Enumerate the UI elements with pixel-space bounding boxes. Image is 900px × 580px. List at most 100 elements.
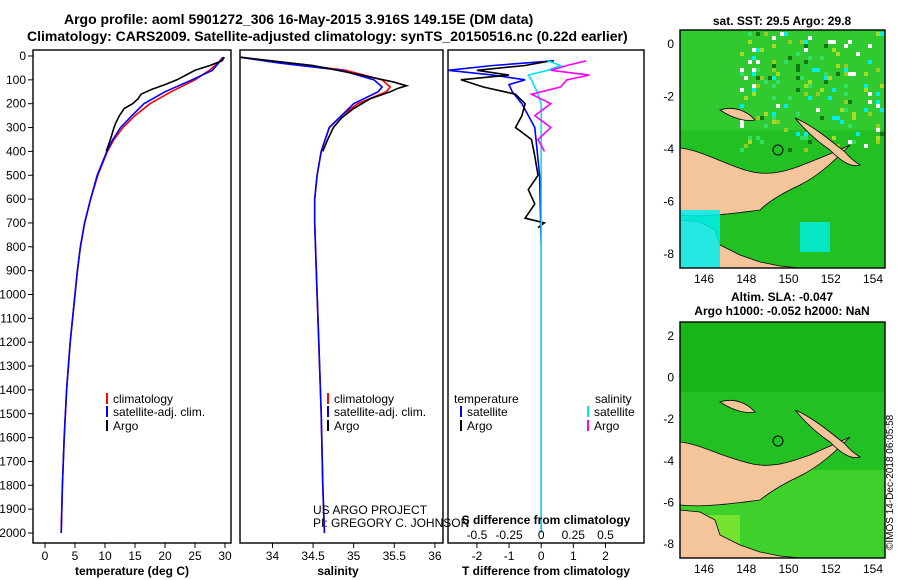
y-tick-label: 1800	[0, 478, 26, 492]
lat-tick-label: -4	[663, 142, 674, 156]
noise-pixel	[800, 76, 804, 80]
noise-pixel	[748, 40, 752, 44]
series-line-salinity-satellite	[526, 60, 563, 533]
noise-pixel	[740, 72, 744, 76]
noise-pixel	[760, 116, 764, 120]
noise-pixel	[756, 68, 760, 72]
noise-pixel	[876, 136, 880, 140]
noise-pixel	[864, 144, 868, 148]
lon-tick-label: 154	[863, 562, 883, 576]
noise-pixel	[880, 84, 884, 88]
noise-pixel	[772, 64, 776, 68]
series-line-climatology	[240, 56, 392, 534]
temperature-axes-frame	[32, 49, 232, 544]
noise-pixel	[864, 84, 868, 88]
noise-pixel	[868, 100, 872, 104]
x-tick-label: 10	[98, 549, 112, 563]
noise-pixel	[772, 112, 776, 116]
noise-pixel	[740, 68, 744, 72]
noise-pixel	[876, 92, 880, 96]
y-tick-label: 1600	[0, 431, 26, 445]
noise-pixel	[768, 76, 772, 80]
noise-pixel	[852, 72, 856, 76]
sla-map: Altim. SLA: -0.047 Argo h1000: -0.052 h2…	[663, 290, 886, 576]
y-tick-label: 1700	[0, 454, 26, 468]
sla-map-title-line1: Altim. SLA: -0.047	[731, 290, 833, 304]
noise-pixel	[748, 32, 752, 36]
legend-sal-argo-label: Argo	[594, 419, 620, 433]
noise-pixel	[808, 84, 812, 88]
project-credit-line2: PI: GREGORY C. JOHNSON	[313, 516, 469, 530]
noise-pixel	[788, 96, 792, 100]
noise-pixel	[756, 116, 760, 120]
noise-pixel	[756, 60, 760, 64]
lat-tick-label: -4	[663, 454, 674, 468]
lat-tick-label: -8	[663, 247, 674, 261]
noise-pixel	[740, 52, 744, 56]
southern-land	[680, 509, 801, 558]
noise-pixel	[776, 72, 780, 76]
noise-pixel	[804, 48, 808, 52]
noise-pixel	[764, 32, 768, 36]
sla-lat-ticks: 2 0 -2 -4 -6 -8	[663, 329, 674, 551]
x-tick-label: 20	[158, 549, 172, 563]
x-tick-label: -1	[504, 549, 515, 563]
temperature-series	[60, 56, 226, 534]
noise-pixel	[876, 140, 880, 144]
noise-pixel	[804, 84, 808, 88]
noise-pixel	[876, 32, 880, 36]
lat-tick-label: 0	[667, 371, 674, 385]
y-tick-label: 1400	[0, 383, 26, 397]
difference-legend: temperature satellite Argo salinity sate…	[454, 392, 635, 433]
noise-pixel	[804, 44, 808, 48]
top-tick-label: -0.5	[467, 528, 488, 542]
x-tick-label: 15	[128, 549, 142, 563]
sla-map-title-line2: Argo h1000: -0.052 h2000: NaN	[694, 304, 869, 318]
y-tick-label: 1500	[0, 407, 26, 421]
y-tick-label: 1200	[0, 335, 26, 349]
lon-tick-label: 146	[694, 272, 714, 286]
y-tick-label: 1000	[0, 288, 26, 302]
series-line-argo	[105, 56, 226, 152]
noise-pixel	[776, 80, 780, 84]
y-tick-label: 200	[6, 97, 26, 111]
lon-tick-label: 152	[821, 272, 841, 286]
lat-tick-label: -6	[663, 195, 674, 209]
y-tick-label: 500	[6, 168, 26, 182]
noise-pixel	[752, 48, 756, 52]
noise-pixel	[820, 56, 824, 60]
noise-pixel	[772, 96, 776, 100]
x-tick-label: 34.5	[301, 549, 325, 563]
noise-pixel	[780, 32, 784, 36]
noise-pixel	[752, 84, 756, 88]
noise-pixel	[752, 72, 756, 76]
noise-pixel	[868, 60, 872, 64]
sla-map-frame	[679, 321, 886, 559]
series-line-temperature-satellite	[448, 60, 555, 533]
noise-pixel	[796, 76, 800, 80]
y-tick-label: 2000	[0, 526, 26, 540]
lat-tick-label: -6	[663, 495, 674, 509]
noise-pixel	[852, 140, 856, 144]
salinity-xlabel: salinity	[317, 564, 359, 578]
y-tick-label: 1900	[0, 502, 26, 516]
noise-pixel	[752, 88, 756, 92]
noise-pixel	[824, 44, 828, 48]
noise-pixel	[840, 120, 844, 124]
island	[719, 107, 756, 121]
noise-pixel	[824, 76, 828, 80]
noise-pixel	[796, 52, 800, 56]
noise-pixel	[836, 52, 840, 56]
noise-pixel	[764, 124, 768, 128]
lat-tick-label: -2	[663, 90, 674, 104]
top-tick-label: -0.25	[495, 528, 523, 542]
new-britain-land	[794, 117, 861, 167]
noise-pixel	[772, 68, 776, 72]
noise-pixel	[784, 32, 788, 36]
top-tick-label: 0	[538, 528, 545, 542]
noise-pixel	[772, 76, 776, 80]
noise-pixel	[876, 100, 880, 104]
noise-pixel	[776, 120, 780, 124]
series-line-satellite-adj-clim-	[60, 56, 225, 534]
salinity-ticks: 34 34.5 35 35.5 36	[266, 543, 442, 563]
